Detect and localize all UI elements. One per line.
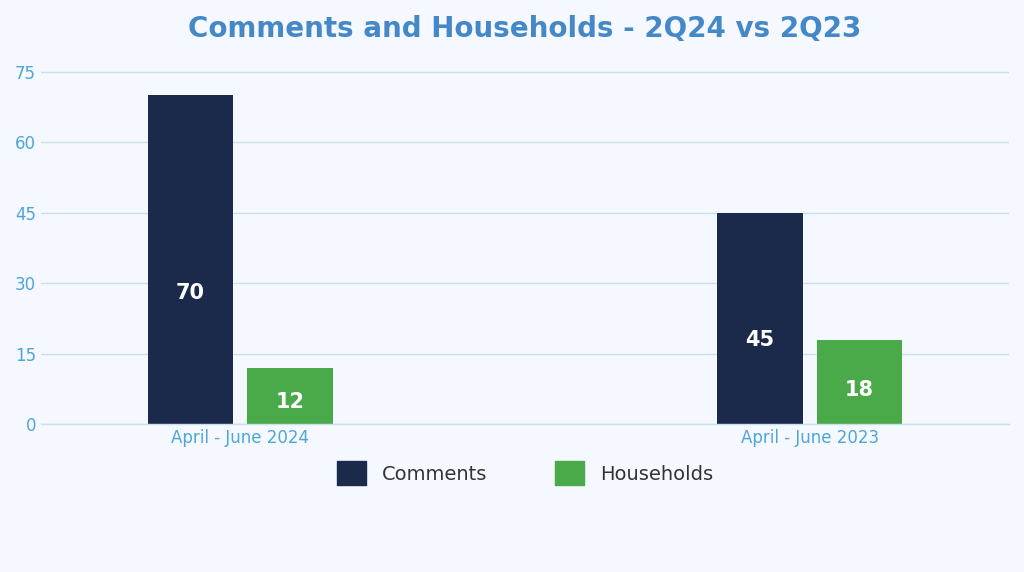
Bar [248,368,333,424]
Bar [817,340,902,424]
Bar [717,213,803,424]
Text: 18: 18 [845,380,874,400]
Bar [147,96,233,424]
Title: Comments and Households - 2Q24 vs 2Q23: Comments and Households - 2Q24 vs 2Q23 [188,15,861,43]
Legend: Comments, Households: Comments, Households [328,452,723,495]
Text: 70: 70 [176,283,205,303]
Text: 45: 45 [745,329,774,349]
Text: 12: 12 [275,391,304,411]
